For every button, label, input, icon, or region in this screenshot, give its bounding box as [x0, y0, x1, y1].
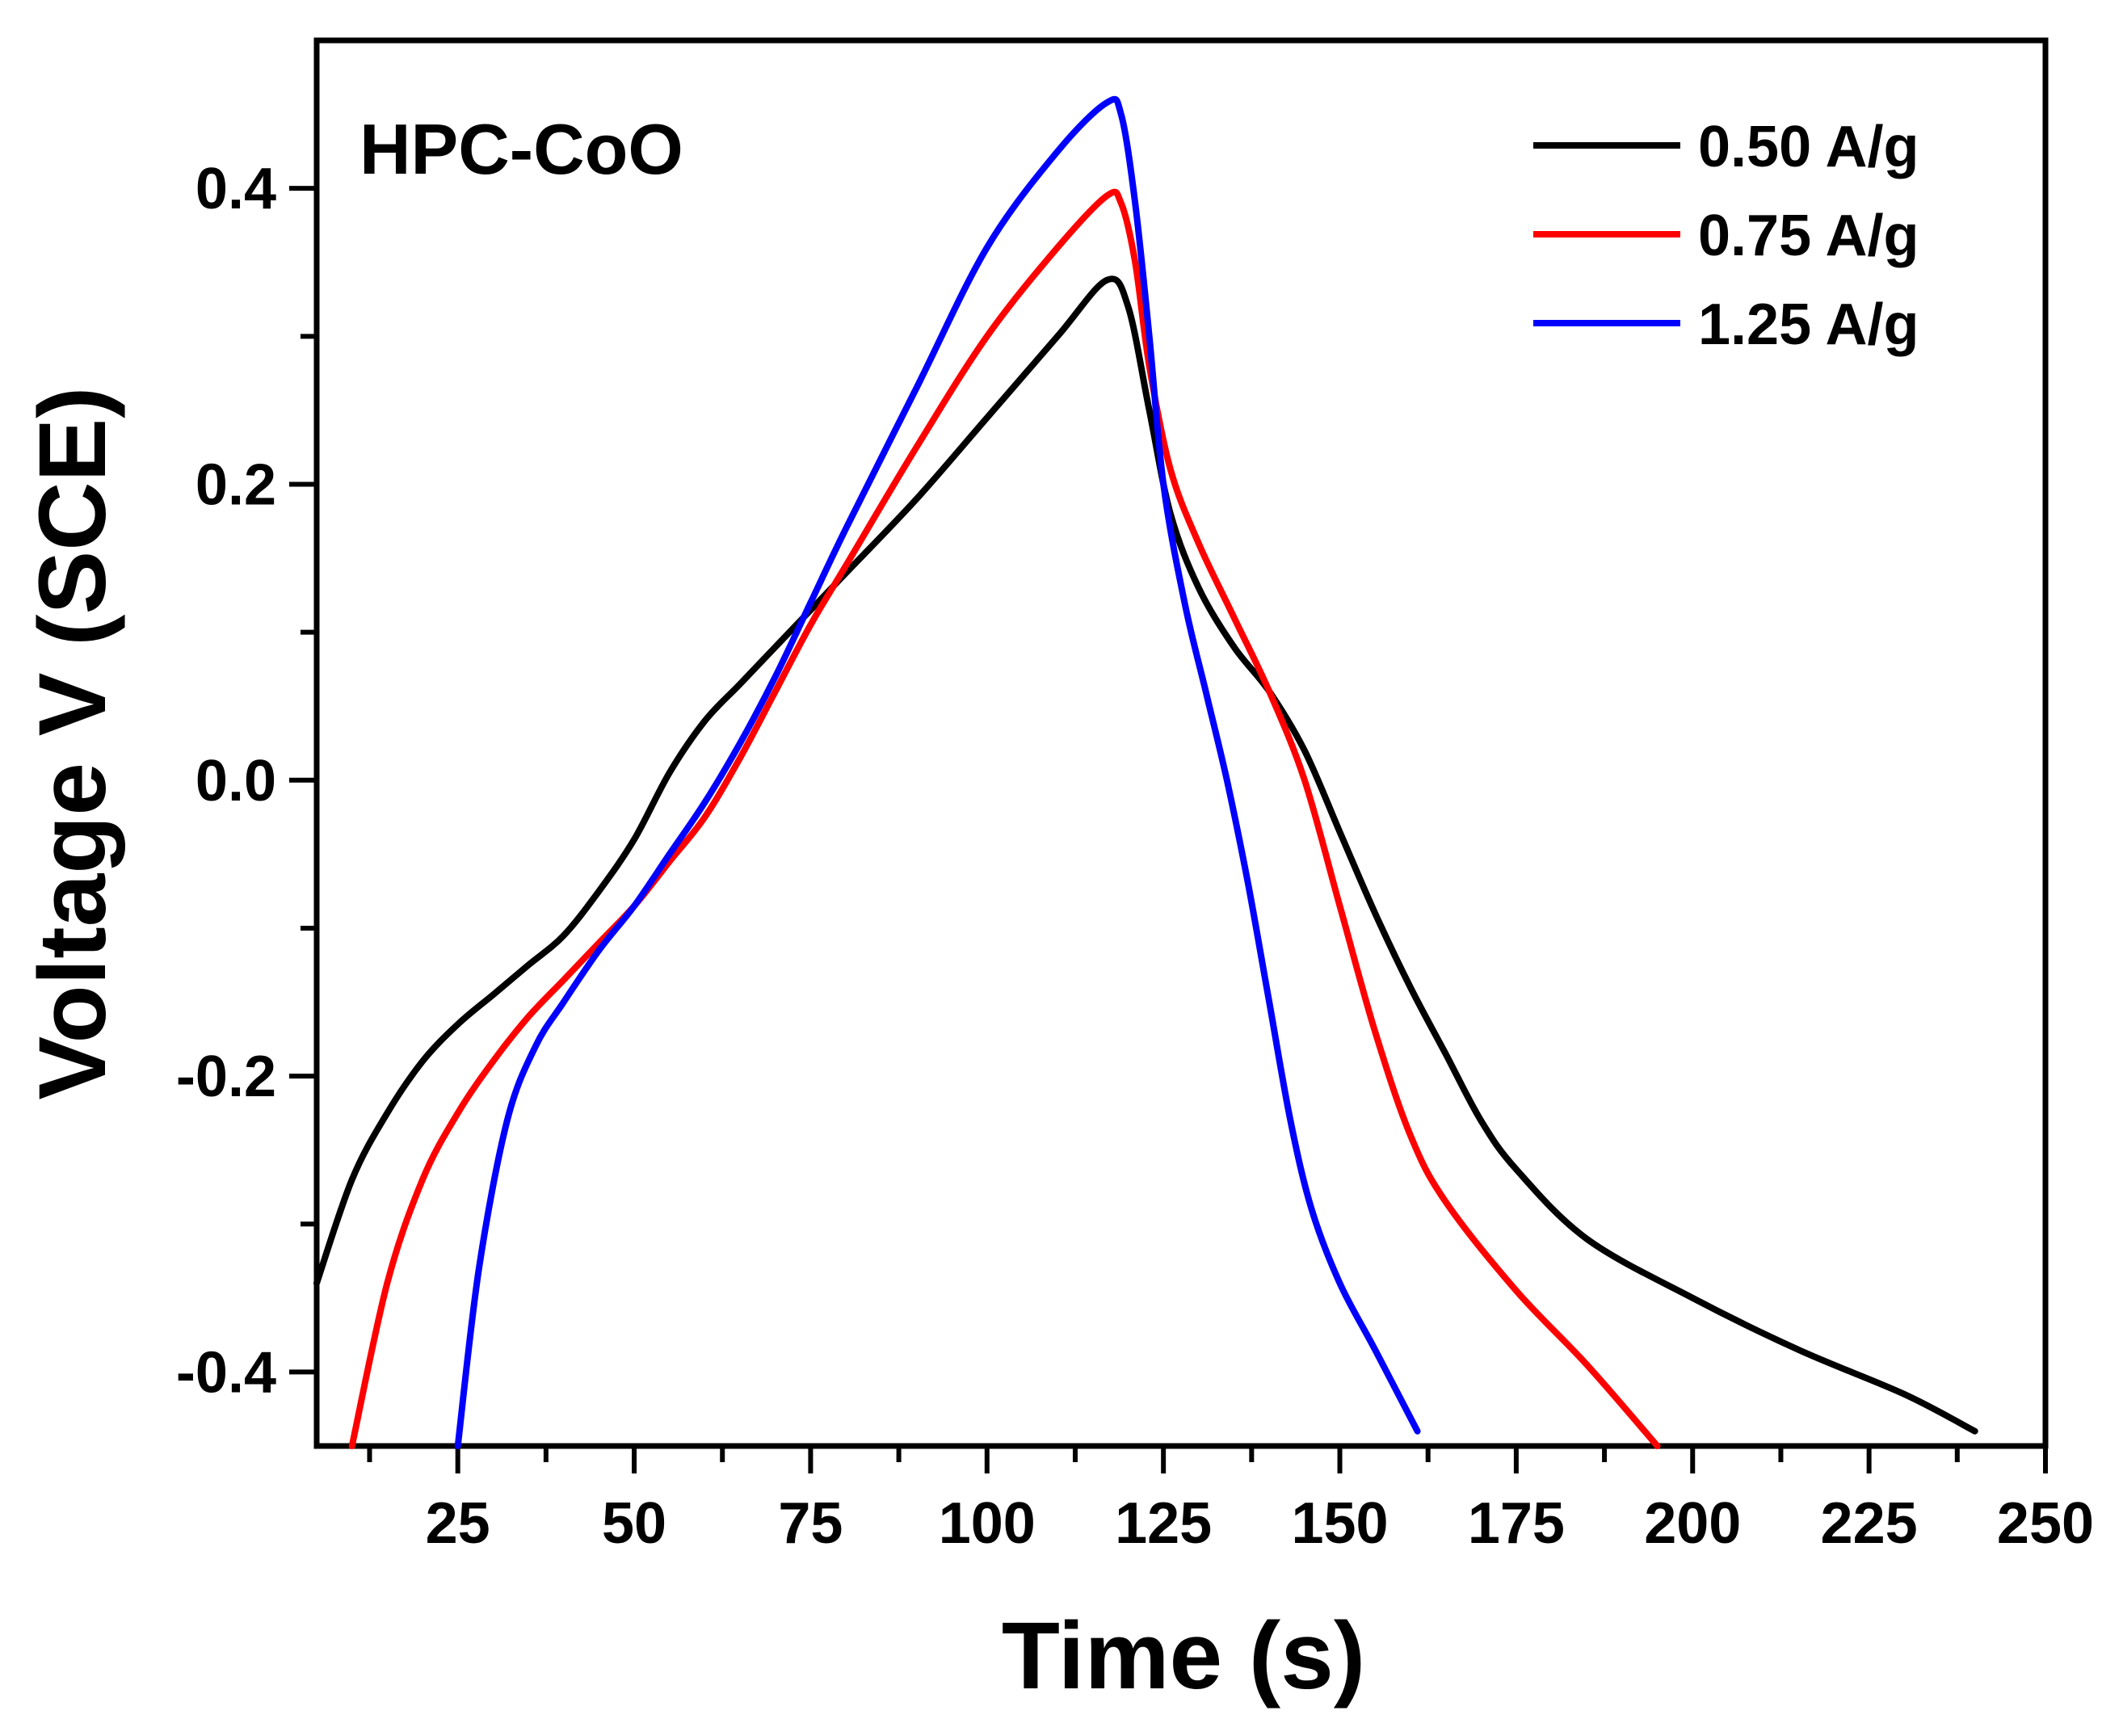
series-line-0 — [313, 275, 1978, 1435]
y-tick-label: 0.4 — [195, 157, 276, 221]
chart-annotation: HPC-CoO — [359, 109, 683, 189]
x-tick-label: 25 — [426, 1491, 490, 1556]
x-tick-label: 225 — [1821, 1491, 1918, 1556]
legend-label-2: 1.25 A/g — [1698, 292, 1919, 357]
legend-label-0: 0.50 A/g — [1698, 115, 1919, 179]
y-tick-label: 0.0 — [195, 749, 276, 813]
x-tick-label: 50 — [602, 1491, 666, 1556]
x-axis: 25 50 75 100 125 150 175 200 225 250 — [367, 1446, 2094, 1556]
x-tick-label: 200 — [1644, 1491, 1741, 1556]
y-tick-label: -0.2 — [176, 1045, 276, 1109]
y-tick-label: 0.2 — [195, 452, 276, 517]
series-line-2 — [454, 95, 1421, 1449]
x-axis-title: Time (s) — [1002, 1603, 1365, 1709]
series-line-1 — [348, 188, 1661, 1449]
y-tick-label: -0.4 — [176, 1340, 276, 1405]
y-axis: -0.4 -0.2 0.0 0.2 0.4 — [176, 157, 317, 1405]
plot-frame — [313, 37, 2049, 1449]
legend: 0.50 A/g 0.75 A/g 1.25 A/g — [1533, 115, 1919, 357]
legend-label-1: 0.75 A/g — [1698, 204, 1919, 268]
x-tick-label: 175 — [1468, 1491, 1565, 1556]
series-group — [313, 95, 1978, 1449]
x-tick-label: 100 — [939, 1491, 1036, 1556]
y-axis-title: Voltage V (SCE) — [19, 387, 126, 1100]
x-tick-label: 150 — [1291, 1491, 1388, 1556]
x-tick-label: 125 — [1115, 1491, 1212, 1556]
x-tick-label: 250 — [1997, 1491, 2094, 1556]
x-tick-label: 75 — [778, 1491, 843, 1556]
